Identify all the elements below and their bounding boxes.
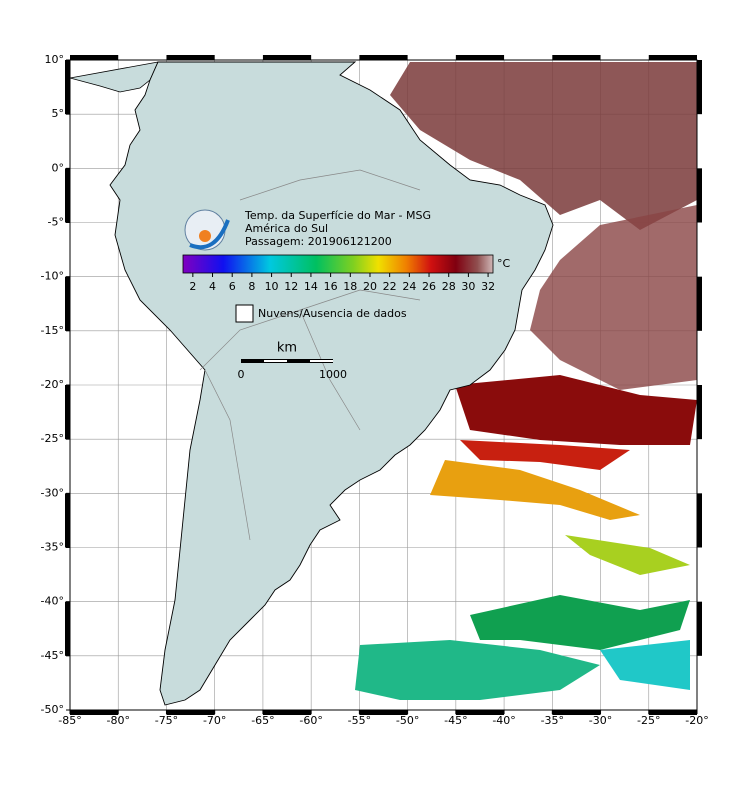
borders bbox=[199, 169, 421, 541]
frame-segment bbox=[455, 55, 505, 60]
lon-tick-label: -35° bbox=[541, 714, 564, 727]
colorbar-unit: °C bbox=[497, 257, 511, 270]
logo-sun bbox=[199, 230, 211, 242]
frame-segment bbox=[552, 55, 601, 60]
lon-tick-label: -85° bbox=[58, 714, 81, 727]
scale-unit: km bbox=[277, 341, 297, 356]
sst-patch bbox=[530, 205, 697, 390]
frame-segment bbox=[697, 493, 702, 548]
frame-segment bbox=[262, 710, 312, 715]
lat-tick-label: -15° bbox=[41, 324, 64, 337]
frame-segment bbox=[697, 168, 702, 223]
lat-tick-label: -35° bbox=[41, 541, 64, 554]
frame-segment bbox=[65, 385, 70, 440]
lon-tick-label: -55° bbox=[348, 714, 371, 727]
lon-tick-label: -40° bbox=[492, 714, 515, 727]
title-line: América do Sul bbox=[245, 222, 328, 235]
frame-segment bbox=[359, 55, 408, 60]
colorbar-tick-label: 16 bbox=[324, 280, 338, 293]
colorbar-tick-label: 8 bbox=[248, 280, 255, 293]
frame-segment bbox=[65, 60, 70, 115]
frame-segment bbox=[648, 710, 697, 715]
colorbar-tick-label: 4 bbox=[209, 280, 216, 293]
frame-segment bbox=[65, 493, 70, 548]
sst-patch bbox=[565, 535, 690, 575]
colorbar-tick-label: 18 bbox=[343, 280, 357, 293]
sst-patches bbox=[355, 62, 697, 700]
lon-tick-label: -50° bbox=[396, 714, 419, 727]
sst-patch bbox=[390, 62, 697, 230]
lat-tick-label: -30° bbox=[41, 486, 64, 499]
colorbar-tick-label: 12 bbox=[284, 280, 298, 293]
frame-segment bbox=[166, 55, 215, 60]
colorbar bbox=[182, 254, 494, 274]
colorbar-tick-label: 14 bbox=[304, 280, 318, 293]
frame-segment bbox=[262, 55, 312, 60]
frame-segment bbox=[166, 710, 215, 715]
lat-tick-label: 5° bbox=[52, 107, 65, 120]
legend-swatch bbox=[235, 304, 254, 323]
frame-segment bbox=[648, 55, 697, 60]
lat-tick-label: 10° bbox=[45, 53, 65, 66]
legend-label: Nuvens/Ausencia de dados bbox=[258, 307, 407, 320]
lon-tick-label: -70° bbox=[203, 714, 226, 727]
colorbar-tick-label: 10 bbox=[265, 280, 279, 293]
scale-bar-segment bbox=[264, 360, 287, 362]
colorbar-tick-label: 32 bbox=[481, 280, 495, 293]
sst-patch bbox=[460, 440, 630, 470]
frame-segment bbox=[70, 55, 119, 60]
colorbar-tick-label: 28 bbox=[442, 280, 456, 293]
title-line: Temp. da Superfície do Mar - MSG bbox=[244, 209, 431, 222]
colorbar-tick-label: 2 bbox=[189, 280, 196, 293]
sst-patch bbox=[470, 595, 690, 650]
sst-patch bbox=[430, 460, 640, 520]
colorbar-tick-label: 20 bbox=[363, 280, 377, 293]
frame-segment bbox=[697, 385, 702, 440]
colorbar-tick-label: 26 bbox=[422, 280, 436, 293]
frame-segment bbox=[359, 710, 408, 715]
frame-segment bbox=[65, 276, 70, 331]
scale-end: 1000 bbox=[319, 368, 347, 381]
frame-segment bbox=[697, 601, 702, 656]
lat-tick-label: 0° bbox=[52, 161, 65, 174]
logo bbox=[184, 209, 230, 251]
scale-bar-segment bbox=[310, 360, 333, 362]
lon-tick-label: -25° bbox=[637, 714, 660, 727]
colorbar-tick-label: 6 bbox=[229, 280, 236, 293]
lat-tick-label: -5° bbox=[48, 216, 64, 229]
frame-segment bbox=[552, 710, 601, 715]
frame-segment bbox=[65, 168, 70, 223]
frame-segment bbox=[697, 60, 702, 115]
lat-tick-label: -20° bbox=[41, 378, 64, 391]
colorbar-tick-label: 24 bbox=[402, 280, 416, 293]
lon-tick-label: -45° bbox=[444, 714, 467, 727]
logo-arrow bbox=[189, 219, 230, 250]
lat-tick-label: -50° bbox=[41, 703, 64, 716]
lon-tick-label: -65° bbox=[251, 714, 274, 727]
lat-tick-label: -45° bbox=[41, 649, 64, 662]
sst-patch bbox=[600, 640, 690, 690]
colorbar-tick-label: 30 bbox=[461, 280, 475, 293]
lon-tick-label: -60° bbox=[299, 714, 322, 727]
lon-tick-label: -75° bbox=[155, 714, 178, 727]
lon-tick-label: -80° bbox=[106, 714, 129, 727]
sst-patch bbox=[355, 640, 600, 700]
sst-patch bbox=[455, 375, 697, 445]
title-line: Passagem: 201906121200 bbox=[245, 235, 392, 248]
lat-tick-label: -10° bbox=[41, 270, 64, 283]
frame-segment bbox=[70, 710, 119, 715]
colorbar-tick-label: 22 bbox=[383, 280, 397, 293]
lat-tick-label: -40° bbox=[41, 595, 64, 608]
lon-tick-label: -20° bbox=[685, 714, 708, 727]
frame-segment bbox=[697, 276, 702, 331]
scale-start: 0 bbox=[238, 368, 245, 381]
frame-segment bbox=[65, 601, 70, 656]
lat-tick-label: -25° bbox=[41, 432, 64, 445]
lon-tick-label: -30° bbox=[589, 714, 612, 727]
frame-segment bbox=[455, 710, 505, 715]
